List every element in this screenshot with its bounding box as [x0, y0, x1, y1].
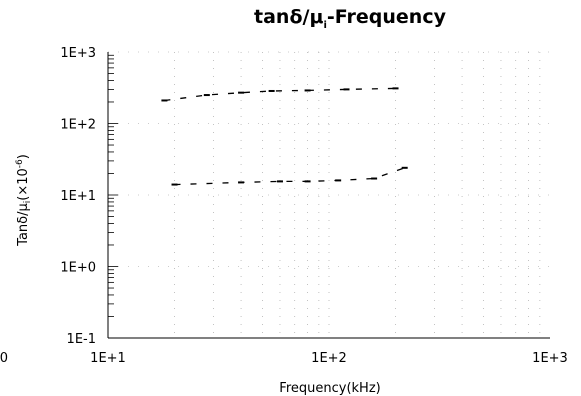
y-tick-label: 1E+2 [60, 118, 96, 133]
axis-layer: 1E-1 1E+0 1E+1 1E+2 1E+3 1E+1 1E+2 1E+3 00 [0, 46, 568, 366]
data-point [171, 183, 178, 186]
x-tick-label: 1E+1 [90, 351, 126, 366]
y-axis-label-main: Tanδ/μ [16, 203, 31, 247]
x-tick-label: 1E+3 [532, 351, 568, 366]
series-line-1 [164, 87, 396, 102]
data-point [161, 99, 168, 102]
data-point [304, 180, 311, 183]
data-point [401, 166, 408, 169]
x-tick-label: 1E+2 [311, 351, 347, 366]
data-point [238, 91, 245, 94]
series-layer [161, 87, 408, 186]
title-rest: -Frequency [326, 6, 446, 28]
y-axis-label-subscript: i [23, 201, 33, 204]
data-point [268, 89, 275, 92]
series-line-2 [174, 167, 405, 186]
title-main: tanδ/μ [254, 6, 324, 28]
data-point [371, 177, 378, 180]
y-tick-label: 1E+0 [60, 261, 96, 276]
chart-title: tanδ/μi-Frequency [150, 6, 550, 31]
y-axis-label: Tanδ/μi(×10-6) [15, 154, 33, 247]
data-point [335, 179, 342, 182]
title-subscript: i [323, 19, 327, 31]
y-tick-label: 1E+3 [60, 46, 96, 61]
data-point [276, 180, 283, 183]
y-axis-label-superscript: -6 [15, 159, 25, 168]
y-axis-label-open: (×10 [16, 168, 31, 201]
x-tick-label-clipped: 00 [0, 351, 8, 366]
data-point [343, 88, 350, 91]
y-axis-label-close: ) [16, 154, 31, 159]
y-tick-label: 1E+1 [60, 189, 96, 204]
x-axis-label: Frequency(kHz) [279, 381, 380, 396]
data-point [238, 181, 245, 184]
data-point [203, 94, 210, 97]
grid-layer [108, 51, 550, 338]
data-point [304, 89, 311, 92]
y-tick-label: 1E-1 [67, 332, 96, 347]
data-point [392, 87, 399, 90]
